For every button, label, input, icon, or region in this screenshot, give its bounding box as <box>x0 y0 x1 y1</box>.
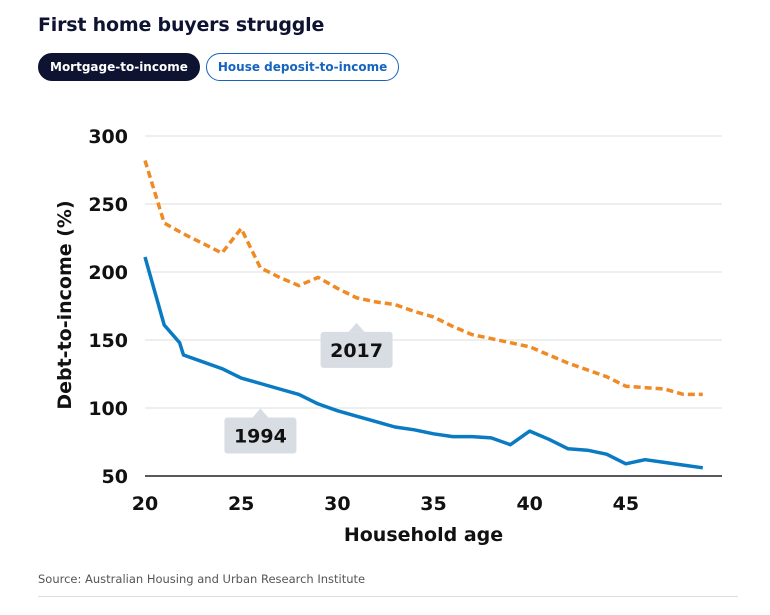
x-tick-label: 45 <box>613 493 639 515</box>
y-axis-title: Debt-to-income (%) <box>54 200 76 409</box>
annotation-label: 1994 <box>234 426 287 448</box>
annotation-box <box>320 331 393 368</box>
line-chart: 50 100 150 200 250 300 20 25 30 35 40 45 Household a… <box>54 126 722 546</box>
annotation-box <box>224 417 297 454</box>
x-tick-label: 35 <box>420 493 446 515</box>
series-line-1994 <box>143 256 704 470</box>
y-tick-label: 300 <box>88 126 128 148</box>
annotation-label: 2017 <box>330 340 383 362</box>
annotation-1994: 1994 <box>224 408 297 454</box>
x-tick-label: 25 <box>228 493 254 515</box>
x-tick-label: 30 <box>324 493 350 515</box>
annotation-pointer <box>252 408 269 418</box>
y-tick-label: 200 <box>88 262 128 284</box>
tab-bar: Mortgage-to-income House deposit-to-inco… <box>38 53 400 81</box>
annotation-2017: 2017 <box>320 322 393 368</box>
annotation-pointer <box>348 322 365 332</box>
tab-mortgage-to-income[interactable]: Mortgage-to-income <box>38 53 200 81</box>
y-tick-label: 150 <box>88 330 128 352</box>
chart-title: First home buyers struggle <box>38 14 325 36</box>
y-tick-label: 250 <box>88 194 128 216</box>
x-tick-label: 40 <box>516 493 542 515</box>
x-tick-label: 20 <box>132 493 158 515</box>
footer-divider <box>38 596 738 597</box>
tab-house-deposit-to-income[interactable]: House deposit-to-income <box>205 53 400 81</box>
y-tick-label: 100 <box>88 398 128 420</box>
x-axis-title: Household age <box>344 524 503 546</box>
series-line-2017 <box>143 159 703 397</box>
source-note: Source: Australian Housing and Urban Res… <box>38 572 366 586</box>
y-tick-label: 50 <box>102 466 128 488</box>
